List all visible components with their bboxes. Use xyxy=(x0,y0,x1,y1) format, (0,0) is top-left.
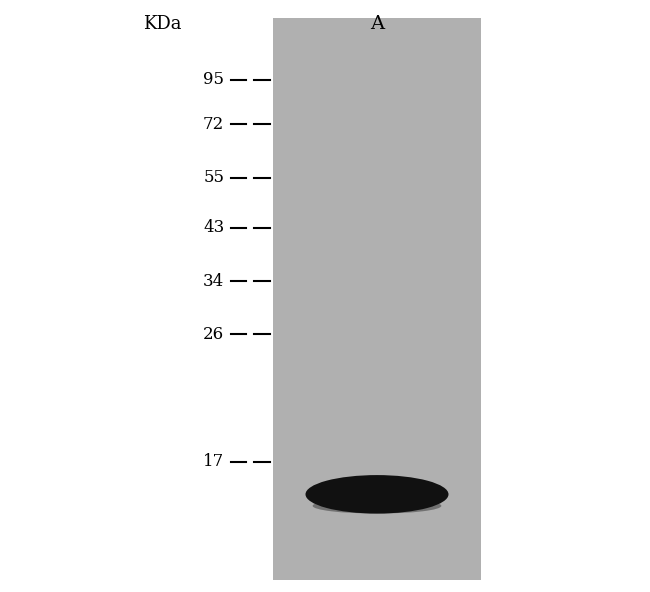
Text: A: A xyxy=(370,15,384,33)
Ellipse shape xyxy=(313,498,441,513)
Text: 55: 55 xyxy=(203,169,224,186)
Text: KDa: KDa xyxy=(143,15,182,33)
Text: 95: 95 xyxy=(203,72,224,88)
FancyBboxPatch shape xyxy=(273,18,481,580)
Text: 72: 72 xyxy=(203,116,224,133)
Text: 17: 17 xyxy=(203,453,224,470)
Text: 26: 26 xyxy=(203,326,224,343)
Ellipse shape xyxy=(306,475,448,513)
Text: 43: 43 xyxy=(203,220,224,236)
Text: 34: 34 xyxy=(203,273,224,289)
